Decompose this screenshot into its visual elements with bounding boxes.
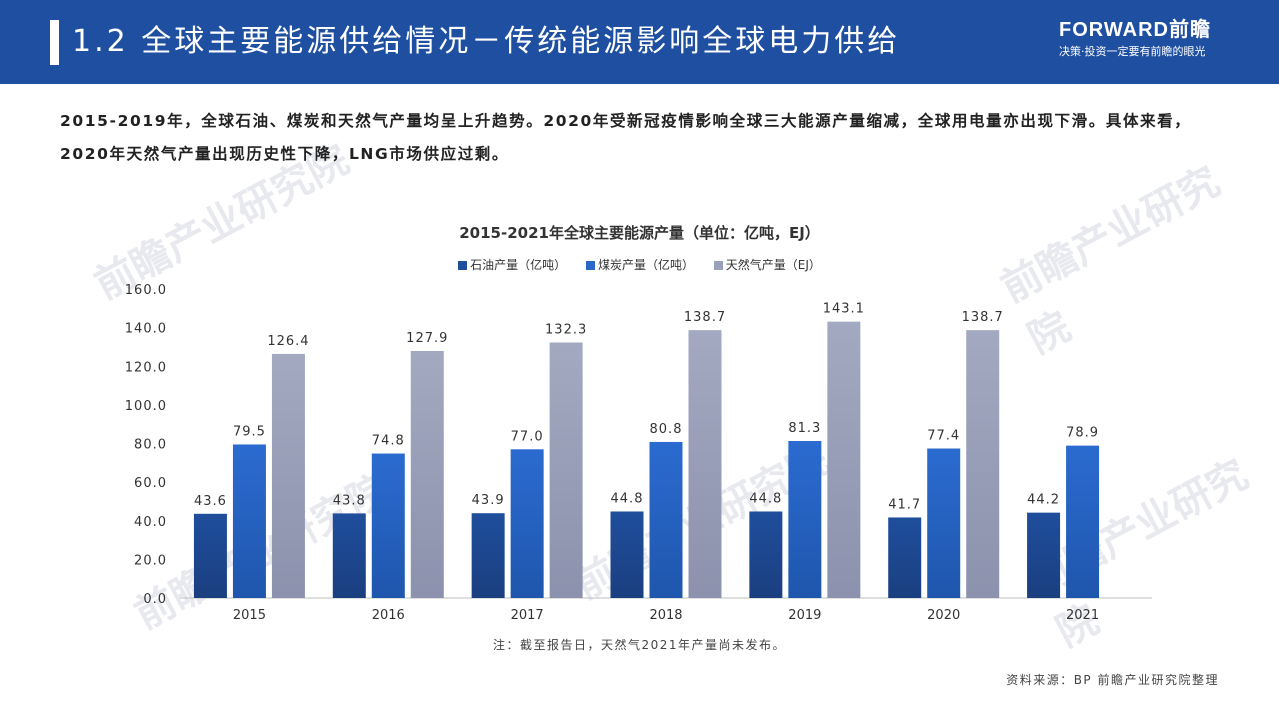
x-tick-label: 2020	[927, 608, 960, 623]
intro-paragraph: 2015-2019年，全球石油、煤炭和天然气产量均呈上升趋势。2020年受新冠疫…	[60, 112, 1192, 163]
bar-coal	[232, 444, 266, 598]
data-label-oil: 41.7	[888, 497, 921, 512]
x-tick-label: 2017	[511, 608, 544, 623]
y-tick-label: 160.0	[125, 283, 167, 298]
data-label-gas: 126.4	[267, 334, 309, 349]
data-label-oil: 43.8	[333, 493, 366, 508]
data-label-oil: 43.6	[194, 494, 227, 509]
data-label-gas: 138.7	[962, 310, 1004, 325]
data-label-coal: 74.8	[372, 434, 405, 449]
y-tick-label: 0.0	[143, 592, 167, 607]
bar-gas	[688, 330, 722, 598]
x-tick-label: 2019	[788, 608, 821, 623]
data-label-gas: 127.9	[406, 331, 448, 346]
legend-swatch-oil	[458, 261, 468, 270]
brand-slogan: 决策·投资一定要有前瞻的眼光	[1059, 45, 1206, 58]
bar-oil	[888, 517, 922, 598]
bar-coal	[788, 440, 822, 598]
bar-gas	[827, 321, 861, 598]
bar-oil	[471, 513, 505, 598]
y-tick-label: 80.0	[134, 438, 167, 453]
title-accent-bar	[50, 20, 59, 65]
data-label-coal: 80.8	[650, 422, 683, 437]
bar-coal	[927, 448, 961, 598]
x-tick-label: 2015	[233, 608, 266, 623]
data-label-gas: 132.3	[545, 322, 587, 337]
data-label-gas: 138.7	[684, 310, 726, 325]
bar-coal	[649, 441, 683, 598]
y-tick-label: 140.0	[125, 322, 167, 337]
data-label-oil: 44.8	[611, 491, 644, 506]
chart-legend: 石油产量（亿吨） 煤炭产量（亿吨） 天然气产量（EJ）	[0, 256, 1279, 273]
chart-title: 2015-2021年全球主要能源产量（单位：亿吨，EJ）	[459, 224, 820, 242]
legend-swatch-coal	[585, 261, 595, 270]
page-title: 1.2 全球主要能源供给情况－传统能源影响全球电力供给	[72, 24, 901, 59]
legend-swatch-gas	[713, 261, 723, 270]
bar-gas	[271, 353, 305, 598]
y-tick-label: 60.0	[134, 476, 167, 491]
x-tick-label: 2021	[1066, 608, 1099, 623]
bar-coal	[371, 453, 405, 598]
bar-gas	[966, 330, 1000, 598]
legend-item-oil: 石油产量（亿吨）	[458, 256, 566, 273]
y-tick-label: 100.0	[125, 399, 167, 414]
data-label-coal: 79.5	[233, 424, 266, 439]
data-label-coal: 78.9	[1066, 426, 1099, 441]
bar-oil	[193, 513, 227, 598]
chart-note: 注：截至报告日，天然气2021年产量尚未发布。	[492, 638, 787, 652]
x-tick-label: 2016	[372, 608, 405, 623]
legend-label-oil: 石油产量（亿吨）	[470, 258, 567, 272]
bar-coal	[510, 449, 544, 598]
source-text: 资料来源：BP 前瞻产业研究院整理	[1006, 673, 1219, 687]
data-label-coal: 77.4	[927, 429, 960, 444]
brand-logo: FORWARD前瞻 决策·投资一定要有前瞻的眼光	[1059, 18, 1229, 60]
data-label-gas: 143.1	[823, 302, 865, 317]
bar-oil	[749, 511, 783, 598]
data-label-oil: 44.2	[1027, 493, 1060, 508]
bar-oil	[1027, 512, 1061, 598]
y-tick-label: 20.0	[134, 553, 167, 568]
legend-label-gas: 天然气产量（EJ）	[725, 258, 821, 272]
header-banner: 1.2 全球主要能源供给情况－传统能源影响全球电力供给 FORWARD前瞻 决策…	[0, 0, 1279, 84]
bar-coal	[1066, 445, 1100, 598]
y-tick-label: 120.0	[125, 360, 167, 375]
bar-oil	[332, 513, 366, 598]
bar-oil	[610, 511, 644, 598]
y-tick-label: 40.0	[134, 515, 167, 530]
brand-name: FORWARD前瞻	[1059, 19, 1211, 41]
bar-gas	[549, 342, 583, 598]
data-label-oil: 43.9	[472, 493, 505, 508]
legend-item-gas: 天然气产量（EJ）	[713, 256, 821, 273]
legend-label-coal: 煤炭产量（亿吨）	[597, 258, 694, 272]
data-label-oil: 44.8	[749, 491, 782, 506]
data-label-coal: 77.0	[511, 429, 544, 444]
data-label-coal: 81.3	[788, 421, 821, 436]
x-tick-label: 2018	[649, 608, 682, 623]
bar-gas	[410, 350, 444, 598]
legend-item-coal: 煤炭产量（亿吨）	[585, 256, 694, 273]
